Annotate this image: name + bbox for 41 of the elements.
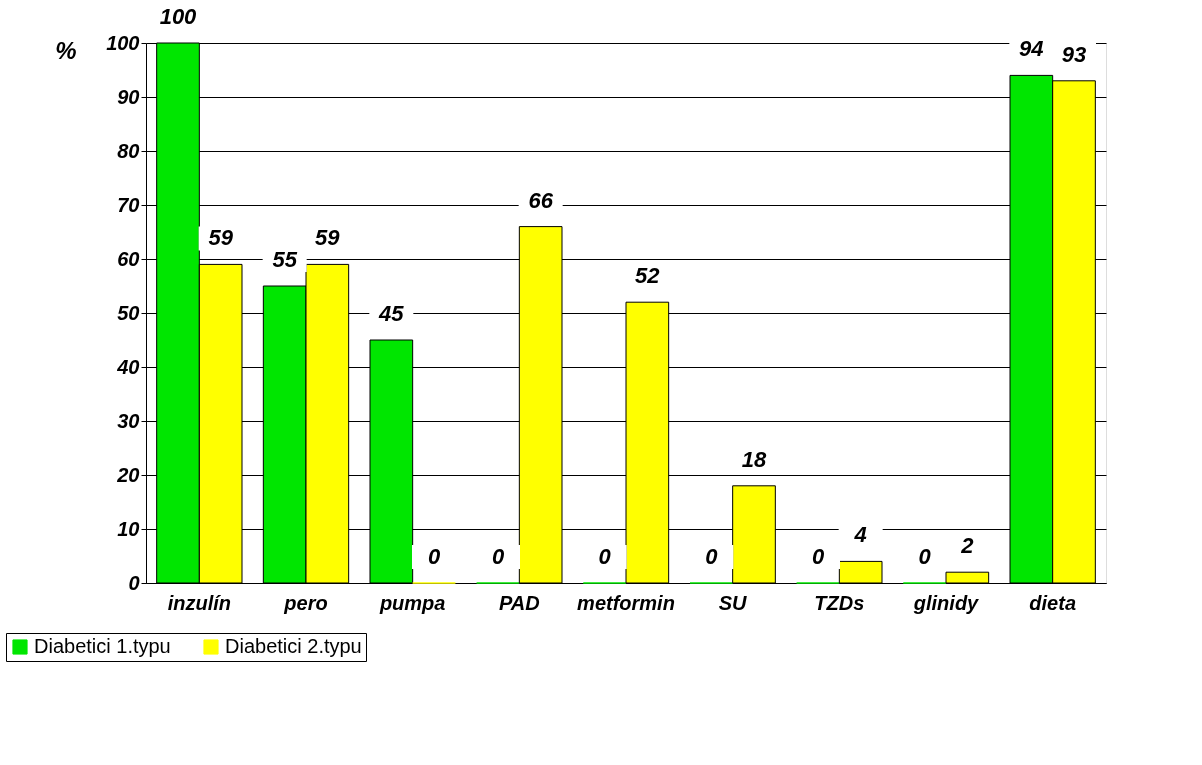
data-label: 93	[1061, 41, 1087, 67]
x-tick-label: pumpa	[378, 591, 446, 614]
x-tick-label: TZDs	[814, 591, 865, 614]
data-label: 0	[491, 544, 505, 569]
data-label: 59	[315, 225, 341, 251]
data-label: 100	[159, 4, 198, 29]
y-tick-label: 10	[117, 517, 140, 540]
y-tick-label: 0	[128, 571, 140, 594]
data-label: 0	[918, 544, 932, 569]
data-label: 0	[811, 544, 825, 569]
legend-label: Diabetici 2.typu	[225, 635, 362, 657]
data-label: 2	[960, 533, 975, 559]
y-tick-label: 20	[116, 463, 140, 486]
y-tick-label: 70	[117, 193, 140, 216]
x-tick-label: SU	[718, 591, 748, 614]
y-tick-label: 60	[117, 247, 140, 270]
data-label: 18	[741, 446, 767, 472]
data-label: 94	[1019, 36, 1044, 62]
x-tick-label: metformin	[577, 591, 675, 614]
data-label: 55	[272, 247, 298, 272]
y-tick-label: 40	[116, 355, 140, 378]
y-axis-title: %	[55, 36, 77, 64]
x-tick-label: pero	[283, 591, 328, 614]
x-tick-label: glinidy	[912, 591, 980, 614]
x-tick-label: inzulín	[167, 591, 231, 614]
data-label: 4	[853, 522, 867, 548]
y-tick-label: 100	[106, 31, 140, 54]
y-tick-label: 80	[117, 139, 140, 162]
data-label: 0	[705, 544, 719, 569]
x-tick-label: PAD	[498, 591, 540, 614]
data-label: 45	[378, 301, 405, 326]
y-tick-label: 30	[117, 409, 140, 432]
data-label: 0	[427, 544, 441, 569]
legend-label: Diabetici 1.typu	[34, 635, 171, 657]
data-label: 0	[598, 544, 612, 569]
y-tick-label: 90	[117, 85, 140, 108]
data-label: 66	[528, 187, 554, 213]
data-label: 59	[208, 225, 234, 251]
data-label: 52	[635, 263, 661, 289]
y-tick-label: 50	[117, 301, 140, 324]
x-tick-label: dieta	[1029, 591, 1077, 614]
